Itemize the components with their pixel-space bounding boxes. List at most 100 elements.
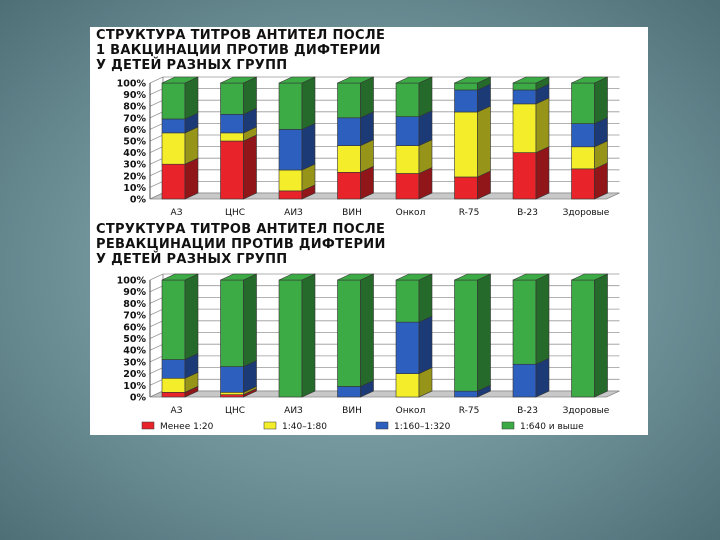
chart1-bar-2-low-side xyxy=(243,134,257,200)
chart1-gridline-side xyxy=(149,181,164,188)
chart1-bar-5-top-side xyxy=(418,76,433,118)
chart1-bar-2-top-side xyxy=(243,76,257,115)
legend-label-mid: 1:40–1:80 xyxy=(282,422,327,432)
chart1-category-label: Онкол xyxy=(396,208,426,218)
chart1-bar-4-top xyxy=(337,82,361,119)
chart1-ytick-label: 70% xyxy=(123,113,146,124)
chart2-gridline-side xyxy=(149,332,164,339)
chart1-bar-1-top-side xyxy=(184,76,199,120)
chart1-bar-8-high xyxy=(571,123,595,148)
chart2-bar-6-top-side xyxy=(477,273,491,392)
chart2-bar-4-top xyxy=(337,273,374,281)
chart2-bar-1-top xyxy=(161,279,186,360)
chart2-bar-7-top-side xyxy=(535,273,550,365)
chart1-bar-8-low xyxy=(571,168,595,200)
chart1-bar-6-top xyxy=(454,82,478,91)
chart1-category-label: ЦНС xyxy=(225,208,245,218)
legend-label-high: 1:160–1:320 xyxy=(394,422,451,432)
chart1-bar-3-high-side xyxy=(301,122,316,171)
chart1-ytick-label: 80% xyxy=(123,102,146,113)
chart1-title-line-1: СТРУКТУРА ТИТРОВ АНТИТЕЛ ПОСЛЕ xyxy=(96,28,385,43)
chart1-bar-4-top xyxy=(337,76,374,84)
chart1-category-label: АИЗ xyxy=(284,208,303,218)
chart1-gridline-side xyxy=(149,88,164,95)
chart1-bar-1-top xyxy=(161,82,186,120)
chart2-bar-2-mid xyxy=(220,392,244,395)
chart1-bar-6-mid xyxy=(454,111,478,178)
chart2-bar-1-low xyxy=(161,392,186,398)
chart2-gridline-side xyxy=(149,355,164,363)
chart1-bar-2-high xyxy=(220,114,244,134)
chart1-gridline-side xyxy=(149,146,164,153)
chart2-ytick-label: 0% xyxy=(130,393,147,404)
chart2-gridline-side xyxy=(149,285,164,293)
chart2-bar-6-top xyxy=(454,279,478,392)
chart1-bar-2-low xyxy=(220,140,244,200)
chart2-gridline-side xyxy=(149,343,164,351)
chart1-category-label: АЗ xyxy=(171,208,183,218)
chart1-bar-3-high xyxy=(278,129,303,171)
chart1-ytick-label: 90% xyxy=(123,90,146,101)
legend-swatch-mid xyxy=(263,421,277,430)
chart1-ytick-label: 50% xyxy=(123,137,146,148)
chart1-bar-5-high xyxy=(395,116,420,146)
chart1-gridline-side xyxy=(149,123,164,130)
chart1-bar-5-top xyxy=(395,82,420,117)
chart1-bar-4-high xyxy=(337,117,361,146)
chart2-bar-8-top xyxy=(571,279,595,398)
chart2-bar-7-high xyxy=(512,363,537,398)
chart2-bar-2-top-side xyxy=(243,273,257,368)
chart1-gridline-side xyxy=(149,111,164,119)
chart1-bar-6-high xyxy=(454,89,478,113)
chart2-bar-5-top-side xyxy=(418,273,433,323)
chart2-ytick-label: 50% xyxy=(123,334,146,345)
chart2-category-label: В-23 xyxy=(517,406,538,416)
chart1-bar-1-top xyxy=(161,76,199,84)
chart2-category-label: R-75 xyxy=(459,406,480,416)
chart2-bar-6-high xyxy=(454,390,478,398)
chart1-category-label: ВИН xyxy=(342,208,362,218)
chart2-bar-8-top-side xyxy=(594,273,608,398)
chart1-bar-6-top xyxy=(454,76,491,84)
chart2-ytick-label: 30% xyxy=(123,357,146,368)
chart2-title-line-2: РЕВАКЦИНАЦИИ ПРОТИВ ДИФТЕРИИ xyxy=(96,237,386,252)
chart2-bar-1-mid xyxy=(161,377,186,393)
legend-label-top: 1:640 и выше xyxy=(520,422,584,432)
chart2-bar-5-high xyxy=(395,321,420,374)
chart1-ytick-label: 20% xyxy=(123,171,146,182)
chart1-bar-4-mid xyxy=(337,145,361,173)
chart2-category-label: АЗ xyxy=(171,406,183,416)
chart2-bar-4-high xyxy=(337,386,361,398)
chart1-ytick-label: 0% xyxy=(130,195,147,206)
chart1-ytick-label: 40% xyxy=(123,148,146,159)
chart1-bar-4-low xyxy=(337,172,361,200)
chart2-bar-1-high xyxy=(161,359,186,379)
chart1-bar-8-top xyxy=(571,76,608,84)
chart2-title-line-1: СТРУКТУРА ТИТРОВ АНТИТЕЛ ПОСЛЕ xyxy=(96,222,385,237)
chart2-gridline-side xyxy=(149,273,164,281)
chart2-ytick-label: 20% xyxy=(123,369,146,380)
chart1-bar-2-mid xyxy=(220,132,244,142)
chart2-bar-4-top-side xyxy=(360,273,374,387)
chart1-ytick-label: 10% xyxy=(123,183,146,194)
chart1-bar-2-top xyxy=(220,76,257,84)
chart2-bar-7-top xyxy=(512,273,550,281)
chart2-bar-3-top-side xyxy=(301,273,316,398)
chart1-bar-5-top xyxy=(395,76,433,84)
legend-swatch-low xyxy=(141,421,155,430)
chart2-bar-2-high xyxy=(220,366,244,393)
chart1-gridline-side xyxy=(149,76,164,84)
chart2-bar-6-top xyxy=(454,273,491,281)
chart1-title-line-3: У ДЕТЕЙ РАЗНЫХ ГРУПП xyxy=(96,57,287,73)
legend-label-low: Менее 1:20 xyxy=(160,422,214,432)
chart2-gridline-side xyxy=(149,367,164,374)
chart1-bar-1-mid-side xyxy=(184,126,199,165)
chart1-gridline-side xyxy=(149,169,164,177)
chart2-gridline-side xyxy=(149,297,164,304)
chart2-gridline-side xyxy=(149,320,164,328)
chart1-bar-5-low xyxy=(395,173,420,200)
chart1-bar-8-top xyxy=(571,82,595,124)
chart2-gridline-side xyxy=(149,378,164,386)
chart1-bar-7-low xyxy=(512,152,537,200)
